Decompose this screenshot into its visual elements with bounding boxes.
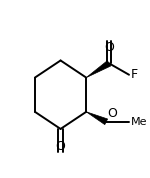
Text: F: F (130, 67, 138, 80)
Polygon shape (86, 112, 108, 125)
Text: O: O (56, 140, 66, 153)
Polygon shape (86, 61, 111, 78)
Text: O: O (107, 107, 117, 120)
Text: Me: Me (130, 117, 147, 127)
Text: O: O (104, 41, 114, 54)
